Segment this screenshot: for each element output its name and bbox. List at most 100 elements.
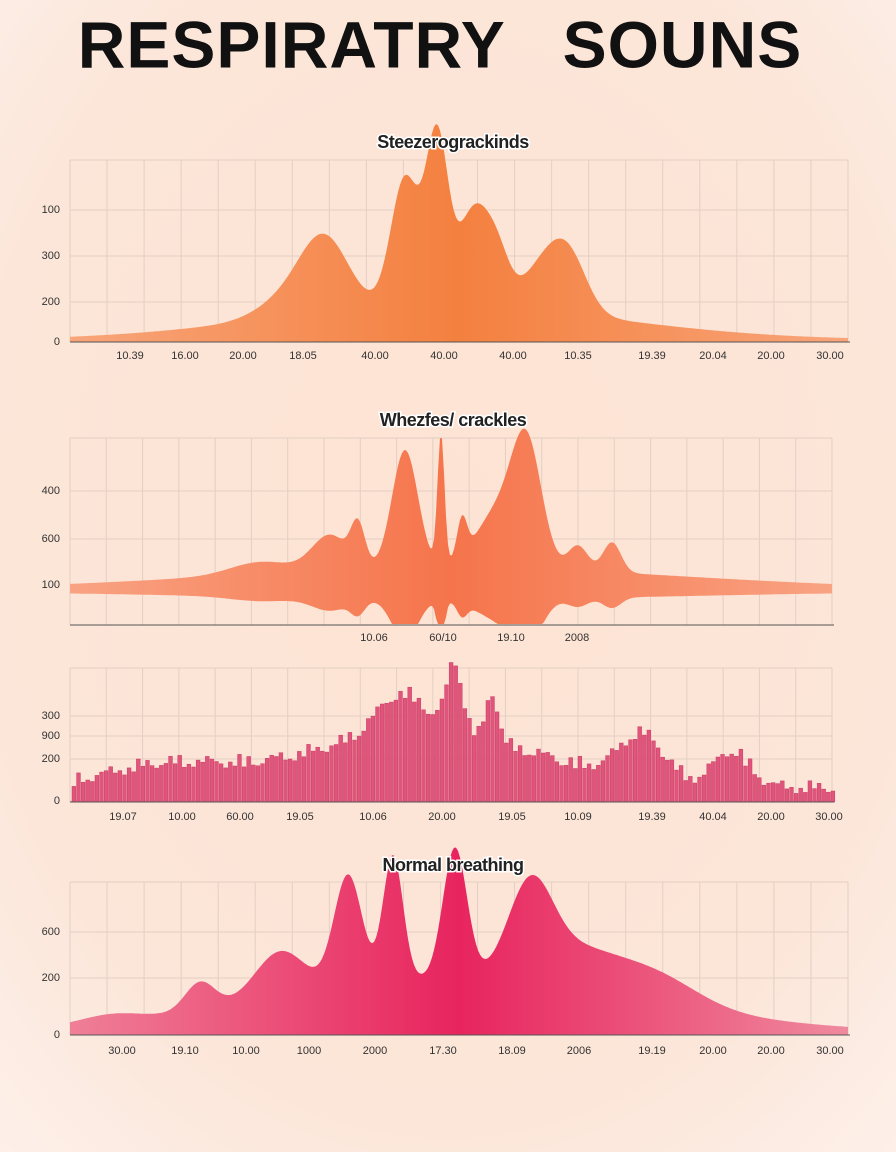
waveform-bar bbox=[145, 760, 150, 803]
waveform-bar bbox=[329, 745, 334, 803]
waveform-bar bbox=[186, 763, 192, 803]
waveform-bar bbox=[126, 767, 132, 803]
y-tick-label: 200 bbox=[42, 972, 60, 984]
waveform-bar bbox=[775, 783, 780, 803]
waveform-bar bbox=[747, 758, 753, 803]
waveform-bar bbox=[149, 765, 155, 803]
waveform-bar bbox=[458, 683, 463, 803]
waveform-bar bbox=[237, 754, 242, 803]
waveform-bar bbox=[264, 758, 270, 803]
waveform-bar bbox=[559, 765, 564, 803]
x-tick-label: 20.00 bbox=[428, 811, 456, 823]
waveform-bar bbox=[177, 755, 182, 803]
y-tick-label: 300 bbox=[42, 710, 60, 722]
x-tick-label: 16.00 bbox=[171, 350, 199, 362]
waveform-bar bbox=[508, 738, 514, 803]
x-tick-label: 10.00 bbox=[168, 811, 196, 823]
waveform-bar bbox=[361, 730, 366, 803]
waveform-bar bbox=[642, 734, 647, 803]
y-tick-label: 100 bbox=[42, 204, 60, 216]
waveform-bar bbox=[563, 765, 569, 803]
waveform-bar bbox=[467, 718, 472, 803]
y-tick-label: 200 bbox=[42, 753, 60, 765]
waveform-bar bbox=[462, 708, 468, 803]
waveform-bar bbox=[71, 786, 77, 803]
y-tick-label: 900 bbox=[42, 730, 60, 742]
x-tick-label: 20.04 bbox=[699, 350, 727, 362]
waveform-bar bbox=[136, 758, 141, 803]
waveform-bar bbox=[108, 766, 113, 803]
waveform-bar bbox=[260, 763, 265, 803]
waveform-bar bbox=[609, 748, 615, 803]
y-tick-label: 100 bbox=[42, 579, 60, 591]
waveform-bar bbox=[163, 763, 169, 803]
waveform-bar bbox=[453, 665, 458, 803]
waveform-bar bbox=[683, 780, 688, 803]
x-tick-label: 40.00 bbox=[361, 350, 389, 362]
waveform bbox=[70, 428, 832, 624]
waveform-bar bbox=[711, 761, 716, 803]
waveform-bar bbox=[761, 784, 767, 803]
waveform-bar bbox=[407, 686, 412, 803]
chart-panel: Whezfes/ crackles 400 600 100 10.06 60/10 19.1… bbox=[42, 408, 834, 644]
y-tick-label: 0 bbox=[54, 795, 60, 807]
waveform-bar bbox=[168, 756, 173, 803]
waveform-bar bbox=[674, 769, 679, 803]
waveform-bar bbox=[191, 766, 196, 803]
x-tick-label: 19.05 bbox=[286, 811, 314, 823]
waveform-bar bbox=[568, 757, 573, 803]
waveform-bar bbox=[830, 790, 836, 803]
waveform-bar bbox=[803, 792, 808, 803]
waveform-bar bbox=[701, 774, 707, 803]
waveform-bar bbox=[287, 758, 293, 803]
waveform-bar bbox=[527, 754, 532, 803]
waveform-bar bbox=[140, 766, 146, 803]
waveform-bar bbox=[366, 718, 371, 803]
waveform-bar bbox=[522, 755, 527, 803]
waveform-bar bbox=[812, 788, 817, 803]
waveform-bar bbox=[724, 756, 730, 803]
panel-title: Normal breathing bbox=[382, 855, 523, 875]
waveform-bar bbox=[734, 755, 739, 803]
waveform-bar bbox=[375, 706, 380, 803]
x-tick-label: 19.19 bbox=[638, 1045, 666, 1057]
x-tick-label: 10.00 bbox=[232, 1045, 260, 1057]
waveform-bar bbox=[660, 756, 665, 803]
waveform-bar bbox=[384, 703, 389, 803]
waveform-bar bbox=[665, 759, 670, 803]
waveform-bar bbox=[154, 767, 159, 803]
y-tick-label: 600 bbox=[42, 533, 60, 545]
x-tick-label: 60/10 bbox=[429, 632, 457, 644]
waveform-bar bbox=[582, 767, 587, 803]
waveform-bar bbox=[757, 777, 762, 803]
waveform-bar bbox=[573, 768, 578, 803]
waveform-bar bbox=[402, 698, 408, 803]
waveform-bar bbox=[218, 763, 224, 803]
waveform-bar bbox=[352, 739, 357, 803]
waveform-bar bbox=[421, 709, 426, 803]
chart-panel: 300 900 200 0 19.07 10.00 60.00 19.05 10.06 20.00… bbox=[42, 662, 843, 823]
waveform-bar bbox=[789, 787, 794, 803]
waveform-bar bbox=[393, 699, 399, 803]
waveform-bar bbox=[623, 745, 629, 803]
waveform-bar bbox=[513, 751, 518, 803]
waveform-bar bbox=[688, 776, 693, 803]
waveform-bar bbox=[122, 774, 127, 803]
waveform-bar bbox=[439, 698, 445, 803]
waveform-bar bbox=[251, 764, 256, 803]
waveform-bar bbox=[816, 783, 822, 803]
waveform-bar bbox=[412, 701, 417, 803]
waveform-bar bbox=[214, 761, 219, 803]
waveform-bar bbox=[389, 701, 394, 803]
waveform-bar bbox=[99, 771, 104, 803]
waveform-bar bbox=[182, 766, 187, 803]
waveform-bar bbox=[651, 740, 656, 803]
waveform-bar bbox=[586, 763, 592, 803]
page-title: RESPIRATRY SOUNS bbox=[78, 7, 803, 81]
waveform-bar bbox=[398, 691, 403, 803]
waveform-bar bbox=[720, 754, 725, 803]
waveform-bar bbox=[485, 700, 491, 803]
waveform-bar bbox=[425, 713, 431, 803]
waveform-bar bbox=[85, 779, 90, 803]
